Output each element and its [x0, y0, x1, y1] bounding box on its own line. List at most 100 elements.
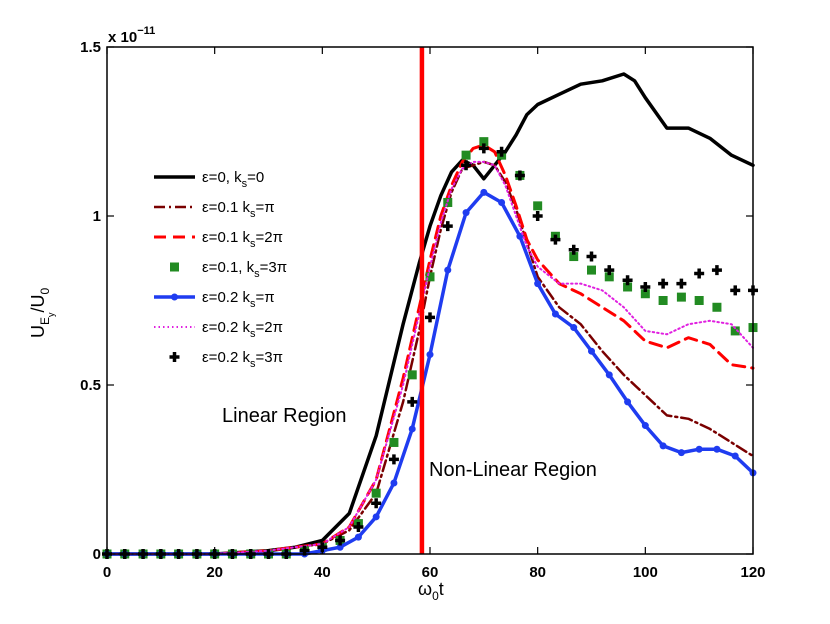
legend-label-eps0: ε=0, ks=0 [202, 169, 264, 190]
data-point-eps02-3pi [711, 265, 722, 276]
legend-label-eps01-3pi: ε=0.1, ks=3π [202, 259, 287, 280]
legend-entry-eps01-pi: ε=0.1 ks=π [154, 199, 275, 220]
data-point-eps01-3pi [389, 437, 399, 447]
data-point-eps02-3pi [550, 234, 561, 245]
data-point-eps02-pi [624, 398, 632, 406]
y-tick-label: 1.5 [80, 39, 101, 56]
svg-text:UEy/U0: UEy/U0 [28, 287, 56, 338]
data-point-eps02-pi [534, 280, 542, 288]
data-point-eps01-3pi [694, 296, 704, 305]
data-point-eps02-pi [731, 452, 739, 460]
x-tick-label: 0 [103, 564, 111, 581]
legend-marker-eps01-3pi [170, 262, 179, 272]
annotation-linear-region: Linear Region [222, 405, 347, 427]
legend-entry-eps01-3pi: ε=0.1, ks=3π [170, 259, 287, 280]
legend-entry-eps02-pi: ε=0.2 ks=π [154, 289, 275, 310]
data-point-eps02-pi [336, 543, 344, 551]
x-tick-label: 100 [633, 564, 658, 581]
data-point-eps01-3pi [461, 150, 471, 160]
data-point-eps02-pi [354, 533, 362, 541]
data-point-eps02-3pi [568, 244, 579, 255]
data-point-eps02-pi [444, 266, 452, 274]
legend-entry-eps01-2pi: ε=0.1 ks=2π [154, 229, 283, 250]
legend-label-eps02-pi: ε=0.2 ks=π [202, 289, 275, 310]
data-point-eps02-pi [605, 371, 613, 379]
data-point-eps02-pi [570, 324, 578, 332]
data-point-eps01-3pi [640, 289, 650, 299]
legend-label-eps01-2pi: ε=0.1 ks=2π [202, 229, 283, 250]
data-point-eps02-pi [713, 445, 721, 453]
data-point-eps02-3pi [730, 285, 741, 296]
data-point-eps02-pi [588, 347, 595, 355]
data-point-eps02-3pi [442, 221, 453, 232]
x-tick-label: 80 [529, 564, 546, 581]
data-point-eps02-3pi [371, 498, 382, 509]
data-point-eps02-3pi [496, 146, 507, 157]
data-point-eps02-pi [480, 188, 488, 196]
data-point-eps02-3pi [658, 278, 669, 289]
y-axis-label: UEy/U0 [28, 287, 56, 338]
data-point-eps01-3pi [730, 326, 740, 336]
data-point-eps02-pi [659, 442, 667, 450]
data-point-eps02-3pi [622, 275, 633, 286]
data-point-eps01-3pi [479, 137, 489, 147]
data-point-eps01-3pi [425, 272, 435, 282]
data-point-eps02-pi [695, 445, 703, 453]
data-point-eps01-3pi [407, 370, 417, 380]
data-point-eps01-3pi [658, 296, 668, 305]
data-point-eps02-3pi [353, 521, 364, 532]
x-axis-label: ω0t [418, 579, 444, 603]
y-tick-label: 0.5 [80, 377, 101, 394]
data-point-eps02-pi [390, 479, 398, 487]
data-point-eps02-3pi [694, 268, 705, 279]
data-point-eps02-pi [372, 513, 380, 521]
data-point-eps01-3pi [569, 252, 579, 262]
axis-ticks: 0 20 40 60 80 100 120 0 0.5 1 1.5 [80, 39, 765, 581]
legend-entry-eps02-2pi: ε=0.2 ks=2π [154, 319, 283, 340]
y-tick-label: 0 [93, 546, 101, 563]
data-point-eps02-3pi [425, 312, 435, 323]
x-tick-label: 120 [740, 564, 765, 581]
data-point-eps02-pi [408, 425, 416, 433]
x-tick-label: 60 [422, 564, 439, 581]
data-point-eps01-3pi [533, 201, 543, 211]
x-tick-label: 20 [206, 564, 223, 581]
legend-marker-eps02-3pi [169, 352, 180, 362]
series-line-eps0 [105, 72, 755, 556]
data-point-eps01-3pi [676, 292, 686, 302]
data-point-eps02-3pi [586, 251, 597, 262]
x-tick-label: 40 [314, 564, 331, 581]
data-point-eps01-3pi [712, 302, 722, 312]
legend-label-eps01-pi: ε=0.1 ks=π [202, 199, 275, 220]
data-point-eps02-pi [677, 449, 685, 457]
series-eps0 [105, 72, 755, 556]
data-point-eps01-3pi [623, 282, 633, 292]
data-point-eps01-3pi [443, 197, 453, 207]
data-point-eps02-3pi [514, 170, 525, 181]
data-point-eps01-3pi [604, 272, 614, 282]
data-point-eps02-3pi [388, 454, 399, 465]
legend: ε=0, ks=0 ε=0.1 ks=π ε=0.1 ks=2π ε=0.1, ks=… [154, 169, 287, 370]
data-point-eps02-3pi [532, 211, 543, 221]
legend-entry-eps0: ε=0, ks=0 [154, 169, 264, 190]
exponent-label: x 10−11 [108, 25, 155, 46]
data-point-eps01-3pi [587, 265, 596, 275]
data-point-eps02-pi [462, 209, 470, 217]
data-point-eps02-pi [426, 351, 434, 359]
data-point-eps02-3pi [478, 143, 489, 154]
data-point-eps02-pi [551, 310, 559, 318]
annotation-non-linear-region: Non-Linear Region [429, 459, 597, 481]
data-point-eps02-3pi [461, 160, 472, 171]
legend-label-eps02-3pi: ε=0.2 ks=3π [202, 349, 283, 370]
data-point-eps02-3pi [407, 396, 418, 407]
data-point-eps02-3pi [335, 535, 346, 546]
legend-entry-eps02-3pi: ε=0.2 ks=3π [169, 349, 283, 370]
y-tick-label: 1 [93, 208, 101, 225]
legend-marker-eps02-pi [171, 293, 178, 301]
data-point-eps02-3pi [604, 265, 615, 276]
legend-label-eps02-2pi: ε=0.2 ks=2π [202, 319, 283, 340]
data-point-eps01-3pi [371, 488, 381, 498]
data-point-eps02-3pi [640, 281, 651, 292]
